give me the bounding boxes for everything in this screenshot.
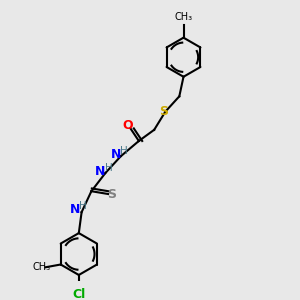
Text: N: N [70,203,81,216]
Text: H: H [105,163,112,173]
Text: Cl: Cl [72,288,86,300]
Text: H: H [79,201,87,211]
Text: N: N [95,165,106,178]
Text: CH₃: CH₃ [33,262,51,272]
Text: S: S [160,105,169,118]
Text: S: S [107,188,116,200]
Text: O: O [122,118,133,132]
Text: H: H [120,146,128,156]
Text: CH₃: CH₃ [174,12,193,22]
Text: N: N [110,148,121,161]
